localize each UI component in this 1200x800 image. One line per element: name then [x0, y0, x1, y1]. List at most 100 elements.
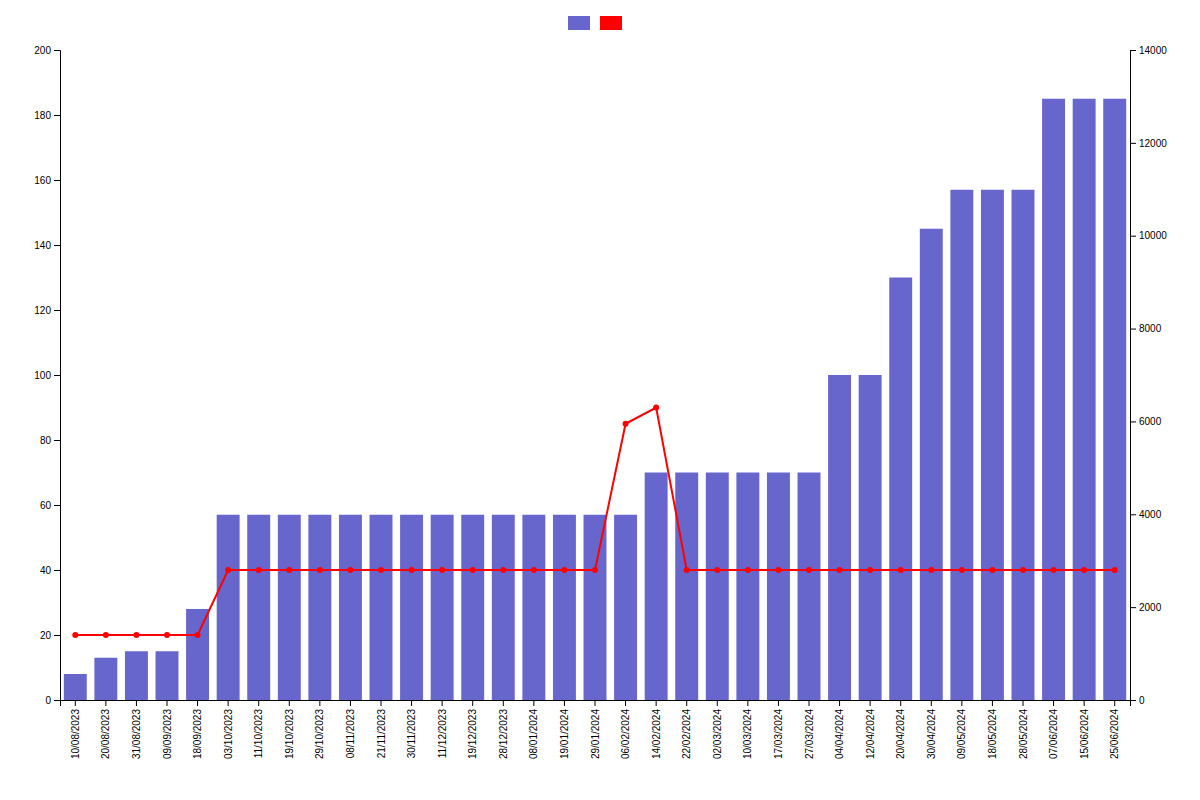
x-tick: 30/04/2024 — [926, 700, 937, 759]
tick-mark — [533, 700, 534, 706]
tick-mark — [54, 180, 60, 181]
tick-label: 31/08/2023 — [131, 709, 142, 759]
y-tick: 200 — [34, 45, 60, 56]
tick-mark — [54, 375, 60, 376]
bar — [889, 278, 912, 701]
bar — [278, 515, 301, 700]
bar — [94, 658, 117, 700]
chart: 10/08/2023 20/08/2023 31/08/2023 09/09/2023… — [0, 0, 1200, 800]
tick-mark — [54, 635, 60, 636]
y-tick: 80 — [40, 435, 60, 446]
tick-mark — [197, 700, 198, 706]
marker — [989, 567, 995, 573]
x-tick: 15/06/2024 — [1079, 700, 1090, 759]
bar — [247, 515, 270, 700]
x-tick: 19/01/2024 — [559, 700, 570, 759]
tick-label: 8000 — [1139, 323, 1162, 334]
tick-label: 6000 — [1139, 416, 1162, 427]
x-tick: 03/10/2023 — [223, 700, 234, 759]
tick-mark — [54, 115, 60, 116]
marker — [500, 567, 506, 573]
bar — [767, 473, 790, 701]
tick-label: 07/06/2024 — [1048, 709, 1059, 759]
tick-label: 28/12/2023 — [498, 709, 509, 759]
tick-mark — [1130, 700, 1136, 701]
x-tick: 09/05/2024 — [956, 700, 967, 759]
y2-tick: 2000 — [1130, 602, 1162, 613]
marker — [531, 567, 537, 573]
bar — [675, 473, 698, 701]
marker — [561, 567, 567, 573]
tick-mark — [1130, 421, 1136, 422]
tick-label: 2000 — [1139, 602, 1162, 613]
tick-mark — [1130, 607, 1136, 608]
tick-label: 09/09/2023 — [162, 709, 173, 759]
tick-mark — [1130, 514, 1136, 515]
marker — [745, 567, 751, 573]
bar — [614, 515, 637, 700]
tick-mark — [686, 700, 687, 706]
marker — [347, 567, 353, 573]
bar — [950, 190, 973, 700]
tick-label: 20/08/2023 — [100, 709, 111, 759]
legend-swatch — [600, 16, 622, 30]
bar — [125, 651, 148, 700]
bar — [156, 651, 179, 700]
tick-label: 120 — [34, 305, 51, 316]
tick-label: 08/01/2024 — [528, 709, 539, 759]
tick-mark — [442, 700, 443, 706]
tick-mark — [717, 700, 718, 706]
x-tick: 10/03/2024 — [742, 700, 753, 759]
tick-mark — [625, 700, 626, 706]
x-axis: 10/08/2023 20/08/2023 31/08/2023 09/09/2023… — [61, 700, 1131, 759]
tick-mark — [472, 700, 473, 706]
tick-mark — [54, 440, 60, 441]
marker — [1081, 567, 1087, 573]
marker — [317, 567, 323, 573]
tick-mark — [961, 700, 962, 706]
bar — [828, 375, 851, 700]
tick-mark — [839, 700, 840, 706]
tick-label: 60 — [40, 500, 52, 511]
tick-label: 40 — [40, 565, 52, 576]
bar — [217, 515, 240, 700]
x-tick: 27/03/2024 — [804, 700, 815, 759]
marker — [837, 567, 843, 573]
y2-tick: 14000 — [1130, 45, 1167, 56]
tick-mark — [1130, 236, 1136, 237]
y2-tick: 0 — [1130, 695, 1145, 706]
y-tick: 60 — [40, 500, 60, 511]
bar — [645, 473, 668, 701]
y-tick: 160 — [34, 175, 60, 186]
x-tick: 21/11/2023 — [376, 700, 387, 758]
x-tick: 18/05/2024 — [987, 700, 998, 759]
marker — [775, 567, 781, 573]
y2-tick: 6000 — [1130, 416, 1162, 427]
tick-label: 21/11/2023 — [376, 709, 387, 759]
y-axis: 020406080100120140160180200 — [34, 45, 60, 706]
tick-label: 02/03/2024 — [712, 709, 723, 759]
bar — [492, 515, 515, 700]
x-tick: 29/01/2024 — [590, 700, 601, 759]
y2-tick: 10000 — [1130, 230, 1167, 241]
y-tick: 20 — [40, 630, 60, 641]
x-tick: 11/10/2023 — [253, 700, 264, 758]
tick-mark — [747, 700, 748, 706]
tick-mark — [54, 700, 60, 701]
x-tick: 11/12/2023 — [437, 700, 448, 758]
tick-label: 12000 — [1139, 138, 1167, 149]
tick-mark — [870, 700, 871, 706]
y-tick: 0 — [45, 695, 60, 706]
x-tick: 02/03/2024 — [712, 700, 723, 759]
tick-label: 10/08/2023 — [70, 709, 81, 759]
tick-label: 20 — [40, 630, 52, 641]
tick-mark — [1023, 700, 1024, 706]
marker — [1020, 567, 1026, 573]
x-tick: 08/11/2023 — [345, 700, 356, 758]
bar — [64, 674, 87, 700]
tick-mark — [319, 700, 320, 706]
bar — [859, 375, 882, 700]
x-tick: 29/10/2023 — [314, 700, 325, 759]
x-tick: 08/01/2024 — [528, 700, 539, 759]
marker — [378, 567, 384, 573]
